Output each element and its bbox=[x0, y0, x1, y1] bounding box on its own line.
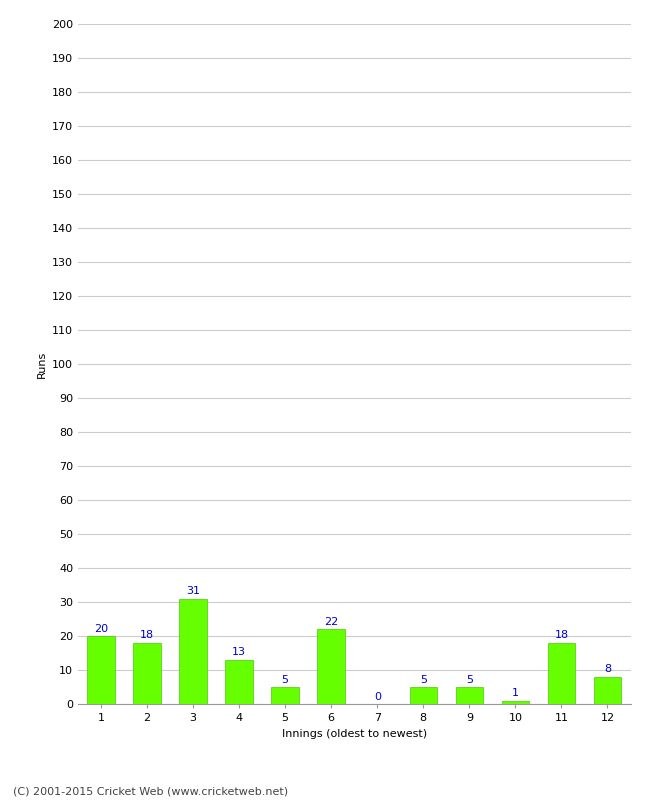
Text: (C) 2001-2015 Cricket Web (www.cricketweb.net): (C) 2001-2015 Cricket Web (www.cricketwe… bbox=[13, 786, 288, 796]
Bar bbox=[456, 687, 483, 704]
Bar bbox=[317, 629, 345, 704]
Text: 18: 18 bbox=[140, 630, 154, 641]
Text: 0: 0 bbox=[374, 692, 381, 702]
Text: 13: 13 bbox=[232, 647, 246, 658]
Bar bbox=[179, 598, 207, 704]
Bar bbox=[87, 636, 115, 704]
Bar bbox=[547, 643, 575, 704]
Text: 20: 20 bbox=[94, 624, 108, 634]
Bar bbox=[410, 687, 437, 704]
Text: 8: 8 bbox=[604, 665, 611, 674]
Text: 31: 31 bbox=[186, 586, 200, 596]
Bar bbox=[593, 677, 621, 704]
Text: 5: 5 bbox=[420, 674, 427, 685]
Bar bbox=[133, 643, 161, 704]
Y-axis label: Runs: Runs bbox=[36, 350, 46, 378]
Bar bbox=[272, 687, 299, 704]
Bar bbox=[502, 701, 529, 704]
Text: 5: 5 bbox=[466, 674, 473, 685]
X-axis label: Innings (oldest to newest): Innings (oldest to newest) bbox=[281, 729, 427, 738]
Text: 22: 22 bbox=[324, 617, 339, 627]
Bar bbox=[226, 660, 253, 704]
Text: 5: 5 bbox=[281, 674, 289, 685]
Text: 1: 1 bbox=[512, 688, 519, 698]
Text: 18: 18 bbox=[554, 630, 569, 641]
